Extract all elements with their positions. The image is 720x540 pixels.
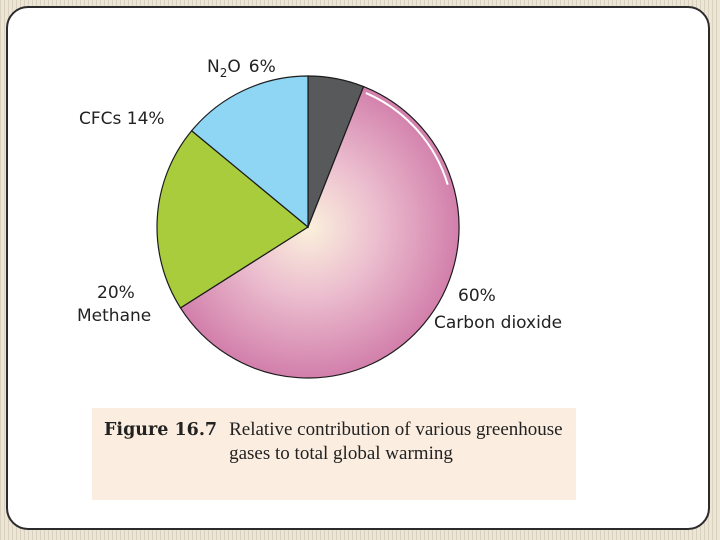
label-n2o-pct: 6% bbox=[249, 57, 276, 77]
label-co2-pct: 60% bbox=[458, 286, 496, 306]
label-methane-pct: 20% bbox=[97, 283, 135, 303]
label-n2o: N2O 6% bbox=[207, 57, 276, 80]
caption-label: Figure 16.7 bbox=[104, 420, 218, 440]
label-n2o-base: N bbox=[207, 57, 220, 77]
pie-chart: N2O 6% CFCs 14% 20% Methane 60% Carbon di… bbox=[77, 57, 562, 379]
caption-text: Relative contribution of various greenho… bbox=[229, 419, 563, 464]
pie-slices bbox=[156, 75, 460, 379]
pie-slice-cfcs bbox=[190, 75, 309, 229]
pie-slice-carbon-dioxide bbox=[179, 85, 460, 379]
co2-highlight-rim bbox=[365, 92, 449, 186]
label-cfcs: CFCs 14% bbox=[79, 109, 165, 129]
label-co2-name: Carbon dioxide bbox=[434, 313, 562, 333]
label-n2o-tail: O bbox=[227, 57, 240, 77]
pie-slice-methane bbox=[156, 129, 310, 309]
figure-panel: N2O 6% CFCs 14% 20% Methane 60% Carbon di… bbox=[66, 36, 588, 502]
label-methane-name: Methane bbox=[77, 306, 151, 326]
label-n2o-sub: 2 bbox=[220, 66, 228, 80]
figure-caption: Figure 16.7 Relative contribution of var… bbox=[92, 408, 576, 500]
